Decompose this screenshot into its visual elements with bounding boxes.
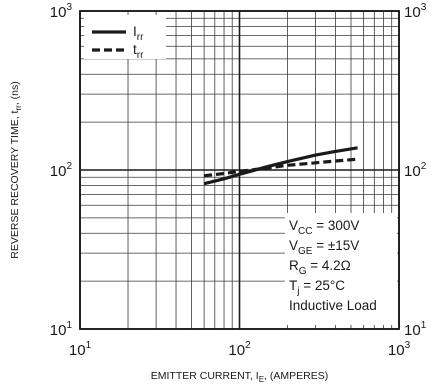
series-layer	[203, 146, 358, 186]
y-axis-label: REVERSE RECOVERY TIME, trr, (ns)	[9, 81, 23, 258]
tick-label: 102	[404, 161, 427, 180]
plot-frame	[79, 10, 400, 330]
series-line-irr	[203, 146, 358, 186]
x-axis-label: EMITTER CURRENT, IE, (AMPERES)	[151, 370, 328, 384]
tick-label: 101	[69, 340, 92, 359]
condition-line: VGE = ±15V	[289, 238, 359, 257]
tick-label: 101	[50, 320, 73, 339]
tick-label: 103	[404, 2, 427, 21]
condition-line: Inductive Load	[289, 298, 377, 313]
axis-labels: EMITTER CURRENT, IE, (AMPERES) REVERSE RE…	[9, 81, 328, 384]
legend-background	[84, 15, 166, 59]
annotation-background	[285, 213, 397, 325]
series-line-trr	[203, 157, 358, 178]
tick-label: 102	[50, 161, 73, 180]
tick-label: 101	[404, 320, 427, 339]
legend-label: trr	[133, 42, 144, 61]
condition-line: Tj = 25°C	[289, 278, 345, 297]
condition-line: VCC = 300V	[289, 218, 359, 237]
tick-label: 102	[228, 340, 251, 359]
tick-label: 103	[50, 2, 73, 21]
condition-line: RG = 4.2Ω	[289, 258, 351, 277]
tick-label: 103	[388, 340, 411, 359]
legend-label: Irr	[133, 24, 144, 43]
